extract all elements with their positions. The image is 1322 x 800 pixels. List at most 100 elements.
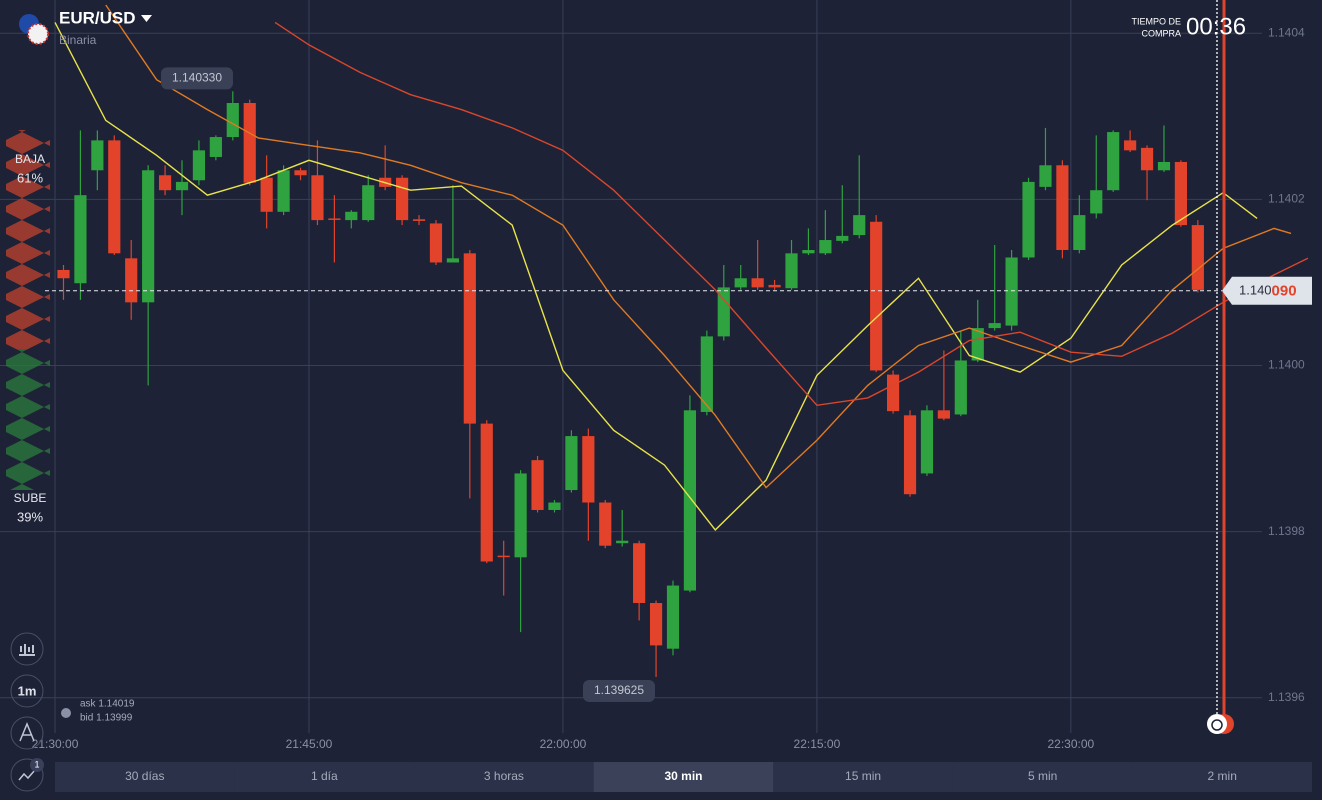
timeframe-button[interactable] [234, 762, 415, 792]
indicators-badge [30, 758, 44, 772]
candle-body [616, 540, 629, 544]
candle-body [446, 258, 459, 263]
candle-body [463, 253, 476, 424]
candle-body [954, 360, 967, 415]
ask-price: ask 1.14019 [80, 699, 135, 710]
flag-us [27, 23, 49, 45]
candle-body [1174, 161, 1188, 226]
candle-body [1005, 257, 1018, 326]
candle-body [243, 102, 256, 183]
candle-body [175, 181, 189, 191]
timeframe-button[interactable] [952, 762, 1133, 792]
x-tick-label: 22:15:00 [794, 737, 841, 751]
candle-body [1090, 190, 1103, 214]
candle-body [937, 410, 950, 419]
timeframe-label[interactable]: 5 min [1028, 769, 1057, 783]
candle-body [158, 175, 172, 191]
timeframe-label[interactable]: 1 día [311, 769, 338, 783]
current-price-main: 1.140 [1239, 283, 1272, 298]
candle-body [108, 140, 121, 254]
timeframe-label[interactable]: 2 min [1208, 769, 1237, 783]
candle-body [649, 603, 663, 646]
asset-name[interactable]: EUR/USD [59, 8, 136, 27]
candle-body [1039, 165, 1052, 187]
candle-body [57, 269, 70, 279]
candle-body [277, 170, 290, 212]
candle-body [836, 235, 849, 241]
candle-body [920, 410, 934, 474]
candle-body [886, 374, 900, 412]
candle-body [548, 502, 561, 510]
candle-body [988, 323, 1001, 329]
timer-label: COMPRA [1141, 28, 1181, 38]
timer-icon-face [1211, 719, 1223, 731]
candle-body [599, 502, 612, 546]
candle-body [582, 436, 595, 503]
candle-body [1157, 161, 1171, 171]
candle-body [429, 223, 443, 263]
candle-body [768, 284, 781, 288]
candle-body [633, 543, 646, 604]
sentiment [6, 130, 50, 490]
candle-body [1107, 132, 1120, 191]
help-icon[interactable] [61, 708, 71, 718]
timeframe-label[interactable]: 3 horas [484, 769, 524, 783]
chart-type-button[interactable] [10, 632, 44, 666]
candle-body [683, 410, 697, 591]
candle-body [480, 423, 493, 562]
candle-body [345, 211, 358, 221]
candle-body [497, 555, 510, 558]
candle-body [734, 278, 747, 288]
candle-body [666, 585, 680, 649]
candle-body [209, 137, 222, 157]
sentiment-down-label: BAJA [15, 152, 45, 166]
indicators-icon [18, 769, 36, 781]
current-price-tail: 090 [1272, 283, 1297, 300]
candle-body [903, 415, 917, 495]
candle-body [396, 177, 409, 221]
indicators-button[interactable] [10, 758, 44, 792]
timeframe-button[interactable] [1132, 762, 1312, 792]
current-price-label: 1.140090 [1239, 283, 1297, 300]
drawing-button[interactable] [10, 716, 44, 750]
timeframe-button[interactable] [414, 762, 594, 792]
timer-icon [1207, 714, 1227, 734]
candle-body [260, 177, 273, 212]
candle-body [853, 215, 866, 236]
asset-dropdown[interactable] [141, 15, 152, 22]
timeframe-label[interactable]: 30 min [664, 769, 702, 783]
y-tick-label: 1.1400 [1268, 358, 1305, 372]
candle-body [514, 473, 527, 558]
timeframe-button[interactable] [773, 762, 953, 792]
candle-body [74, 195, 87, 284]
interval-label: 1m [18, 683, 37, 698]
timeframe-buttons: 30 días 1 día 3 horas 30 min 15 min 5 min 2 mi… [55, 762, 1312, 792]
interval-button[interactable] [10, 674, 44, 708]
moving-average-line [54, 22, 1258, 531]
candle-body [226, 102, 239, 138]
candle-body [91, 140, 104, 171]
timeframe-button[interactable] [55, 762, 235, 792]
candle-body [1073, 215, 1086, 251]
candle-body [1191, 225, 1204, 290]
bid-price: bid 1.13999 [80, 713, 133, 724]
moving-average-line [274, 21, 1309, 407]
y-tick-label: 1.1398 [1268, 524, 1305, 538]
price-extreme-box [583, 679, 655, 702]
sentiment-down-bar [6, 130, 50, 350]
candle-body [311, 175, 324, 221]
candle-body [125, 258, 138, 303]
chart-type-icon [19, 644, 35, 656]
candle-body [785, 253, 798, 289]
candle-body [971, 328, 984, 361]
price-extreme-label: 1.139625 [594, 683, 644, 697]
timeframe-label[interactable]: 15 min [845, 769, 881, 783]
candle-body [1022, 181, 1035, 258]
drawing-icon [19, 722, 35, 742]
timeframe-label[interactable]: 30 días [125, 769, 164, 783]
x-tick-label: 22:30:00 [1048, 737, 1095, 751]
timeframe-button[interactable] [593, 762, 774, 792]
candle-body [565, 436, 578, 491]
